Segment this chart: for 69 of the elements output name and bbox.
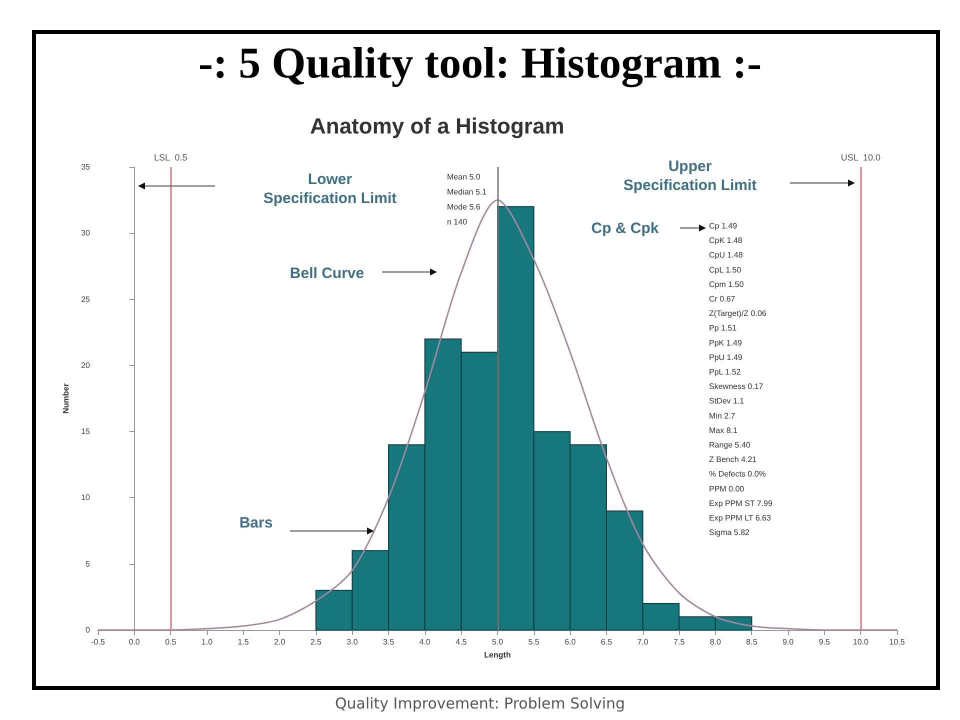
annotation: Exp PPM LT 6.63 [709,514,772,522]
annotation: PpK 1.49 [709,338,742,348]
annotation: Bars [239,514,273,532]
annotation: PpL 1.52 [709,368,742,376]
x-tick-label: 8.5 [746,638,758,646]
y-tick-label: 30 [81,228,91,238]
y-tick-label: 25 [81,294,91,304]
x-tick-label: 7.0 [637,638,649,646]
x-tick-label: 2.0 [274,638,286,646]
x-tick-label: 4.5 [456,638,468,646]
annotation: StDev 1.1 [709,396,745,406]
x-tick-label: 2.5 [310,638,322,646]
x-tick-label: 0.0 [128,638,140,646]
annotation: Skewness 0.17 [709,382,764,392]
annotation: Exp PPM ST 7.99 [709,498,773,508]
annotation: PPM 0.00 [709,484,745,494]
x-tick-label: 1.0 [201,638,214,646]
y-axis-title: Number [62,383,71,414]
annotation: Max 8.1 [709,426,738,435]
y-tick-label: 20 [81,360,91,370]
x-tick-label: 10.0 [852,638,870,646]
ref-line-label: LSL 0.5 [154,152,188,162]
x-tick-label: 10.5 [889,638,906,646]
annotation: Pp 1.51 [709,324,738,333]
x-tick-label: -0.5 [91,638,106,646]
x-tick-label: 3.5 [382,638,395,646]
text: Quality Improvement: Problem Solving [334,694,626,712]
y-tick-label: 5 [86,559,91,568]
annotation: Lower Specification Limit [263,171,397,207]
x-tick-label: 5.5 [528,638,540,646]
chart-title: -: 5 Quality tool: Histogram :- [198,38,762,88]
x-tick-label: 0.5 [165,638,177,646]
x-axis-title: Length [484,650,511,660]
annotation: Cp & Cpk [591,220,660,237]
x-tick-label: 9.5 [818,638,830,646]
y-tick-label: 0 [86,626,91,634]
y-tick-label: 35 [81,162,91,172]
annotation: Upper Specification Limit [623,158,757,194]
x-tick-label: 1.5 [238,638,250,646]
x-tick-label: 5.0 [492,638,504,646]
x-tick-label: 7.5 [674,638,686,646]
annotation: Z(Target)/Z 0.06 [709,309,767,318]
annotation: CpK 1.48 [709,236,743,246]
annotation: Range 5.40 [709,440,751,450]
annotation: PpU 1.49 [709,352,743,362]
y-tick-label: 15 [81,427,91,436]
annotation: Cr 0.67 [709,294,736,304]
x-tick-label: 9.0 [782,638,794,646]
annotation: Mode 5.6 [447,202,481,212]
annotation: Sigma 5.82 [709,528,750,538]
annotation: Bell Curve [290,265,364,282]
x-tick-label: 8.0 [710,638,722,646]
annotation: CpL 1.50 [709,265,742,274]
annotation: Z Bench 4.21 [709,455,758,464]
x-tick-label: 4.0 [419,638,431,646]
annotation: Cp 1.49 [709,222,738,230]
annotation: n 140 [447,218,468,226]
annotation: % Defects 0.0% [709,470,766,479]
annotation: Mean 5.0 [447,172,481,182]
chart-subtitle: Anatomy of a Histogram [310,114,564,138]
x-tick-label: 3.0 [346,638,358,646]
annotation: CpU 1.48 [709,250,744,260]
x-tick-label: 6.5 [600,638,613,646]
annotation: Median 5.1 [447,188,488,196]
annotation: Min 2.7 [709,411,736,420]
annotation: Cpm 1.50 [709,280,744,289]
y-tick-label: 10 [81,493,91,502]
x-tick-label: 6.0 [564,638,576,646]
ref-line-label: USL 10.0 [840,152,881,162]
